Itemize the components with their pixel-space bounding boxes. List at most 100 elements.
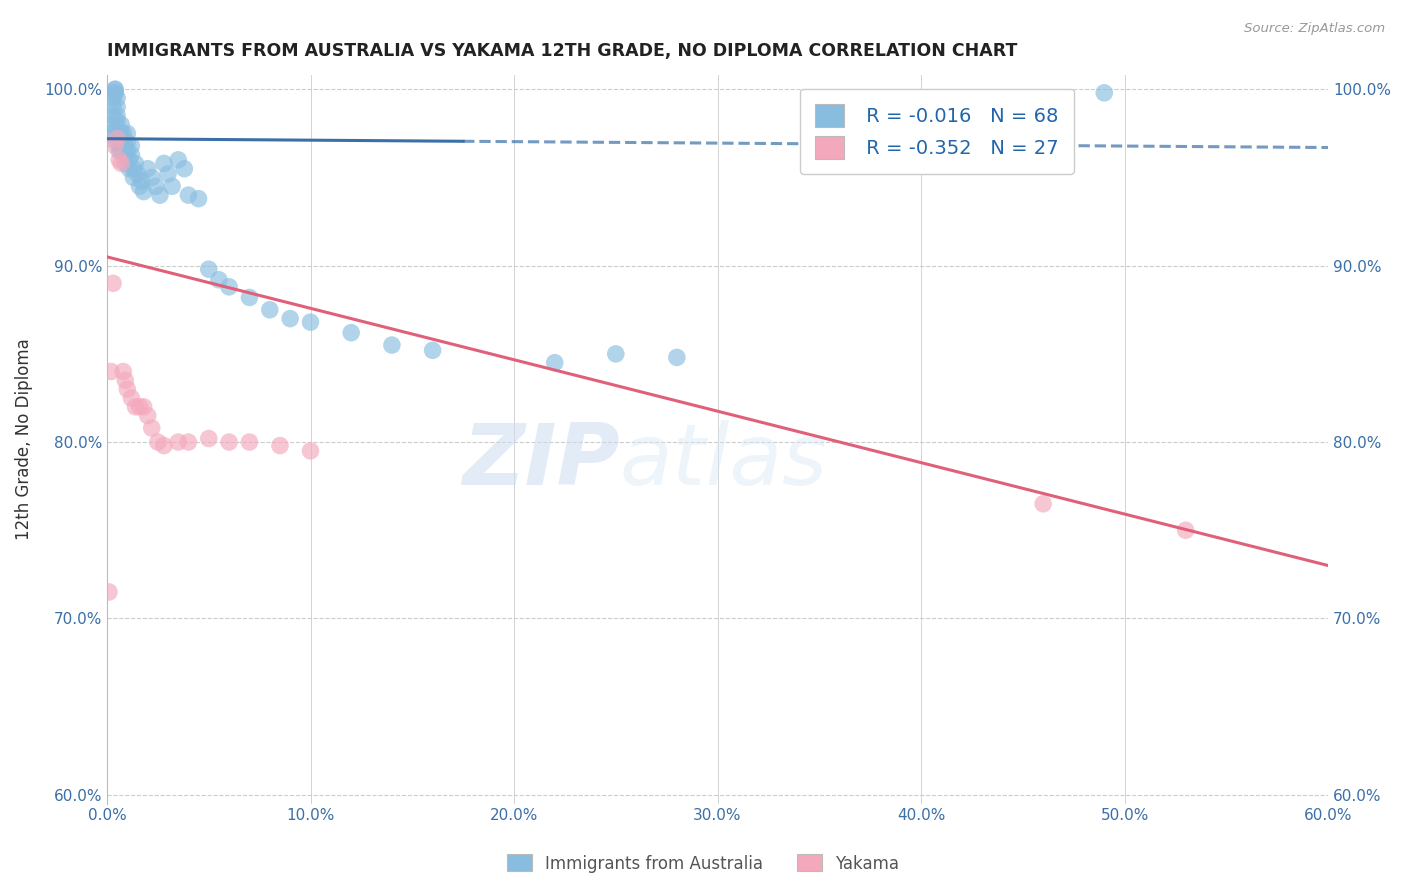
Point [124, 156, 146, 170]
Point [127, 167, 149, 181]
Point [108, 144, 131, 158]
Point [605, 347, 627, 361]
Point [98, 585, 121, 599]
Point [108, 138, 131, 153]
Point [120, 138, 142, 153]
Point [259, 302, 281, 317]
Point [117, 144, 139, 158]
Point [104, 138, 127, 153]
Point [145, 179, 167, 194]
Point [105, 100, 128, 114]
Text: ZIP: ZIP [463, 420, 620, 503]
Point [101, 91, 124, 105]
Point [104, 82, 127, 96]
Point [114, 156, 136, 170]
Point [132, 185, 155, 199]
Point [105, 91, 128, 105]
Point [197, 432, 219, 446]
Point [112, 135, 135, 149]
Point [105, 114, 128, 128]
Point [104, 86, 127, 100]
Point [278, 311, 301, 326]
Point [131, 174, 153, 188]
Point [122, 161, 145, 176]
Point [100, 364, 122, 378]
Point [160, 179, 183, 194]
Point [218, 280, 240, 294]
Point [238, 435, 260, 450]
Point [665, 351, 688, 365]
Point [177, 188, 200, 202]
Point [1032, 497, 1054, 511]
Point [238, 290, 260, 304]
Point [101, 277, 124, 291]
Point [108, 131, 131, 145]
Point [153, 156, 176, 170]
Legend:  R = -0.016   N = 68,  R = -0.352   N = 27: R = -0.016 N = 68, R = -0.352 N = 27 [800, 88, 1074, 174]
Point [110, 135, 132, 149]
Point [112, 364, 135, 378]
Point [104, 82, 127, 96]
Point [422, 343, 444, 358]
Point [105, 121, 128, 136]
Point [197, 262, 219, 277]
Point [105, 109, 128, 123]
Point [128, 179, 150, 194]
Point [122, 170, 145, 185]
Point [167, 435, 190, 450]
Point [110, 144, 132, 158]
Point [105, 131, 128, 145]
Point [110, 156, 132, 170]
Point [128, 400, 150, 414]
Point [112, 127, 135, 141]
Point [117, 382, 139, 396]
Point [173, 161, 195, 176]
Point [98, 131, 121, 145]
Text: atlas: atlas [620, 420, 828, 503]
Point [299, 315, 322, 329]
Point [269, 439, 291, 453]
Point [120, 147, 142, 161]
Point [101, 100, 124, 114]
Point [100, 118, 122, 132]
Point [114, 138, 136, 153]
Point [108, 153, 131, 167]
Point [101, 109, 124, 123]
Point [136, 409, 159, 423]
Point [110, 127, 132, 141]
Point [141, 421, 163, 435]
Point [1092, 86, 1115, 100]
Point [167, 153, 190, 167]
Point [114, 147, 136, 161]
Point [118, 161, 141, 176]
Point [381, 338, 404, 352]
Point [149, 188, 172, 202]
Point [117, 127, 139, 141]
Point [208, 273, 231, 287]
Point [117, 135, 139, 149]
Point [146, 435, 169, 450]
Point [112, 144, 135, 158]
Point [218, 435, 240, 450]
Point [157, 167, 180, 181]
Text: Source: ZipAtlas.com: Source: ZipAtlas.com [1244, 22, 1385, 36]
Point [153, 439, 176, 453]
Point [104, 86, 127, 100]
Point [118, 153, 141, 167]
Point [340, 326, 363, 340]
Point [100, 127, 122, 141]
Point [120, 391, 142, 405]
Point [187, 192, 209, 206]
Point [1174, 523, 1197, 537]
Point [108, 127, 131, 141]
Point [114, 373, 136, 387]
Point [110, 118, 132, 132]
Point [124, 400, 146, 414]
Point [141, 170, 163, 185]
Point [132, 400, 155, 414]
Legend: Immigrants from Australia, Yakama: Immigrants from Australia, Yakama [501, 847, 905, 880]
Point [177, 435, 200, 450]
Y-axis label: 12th Grade, No Diploma: 12th Grade, No Diploma [15, 339, 32, 541]
Text: IMMIGRANTS FROM AUSTRALIA VS YAKAMA 12TH GRADE, NO DIPLOMA CORRELATION CHART: IMMIGRANTS FROM AUSTRALIA VS YAKAMA 12TH… [107, 42, 1018, 60]
Point [299, 443, 322, 458]
